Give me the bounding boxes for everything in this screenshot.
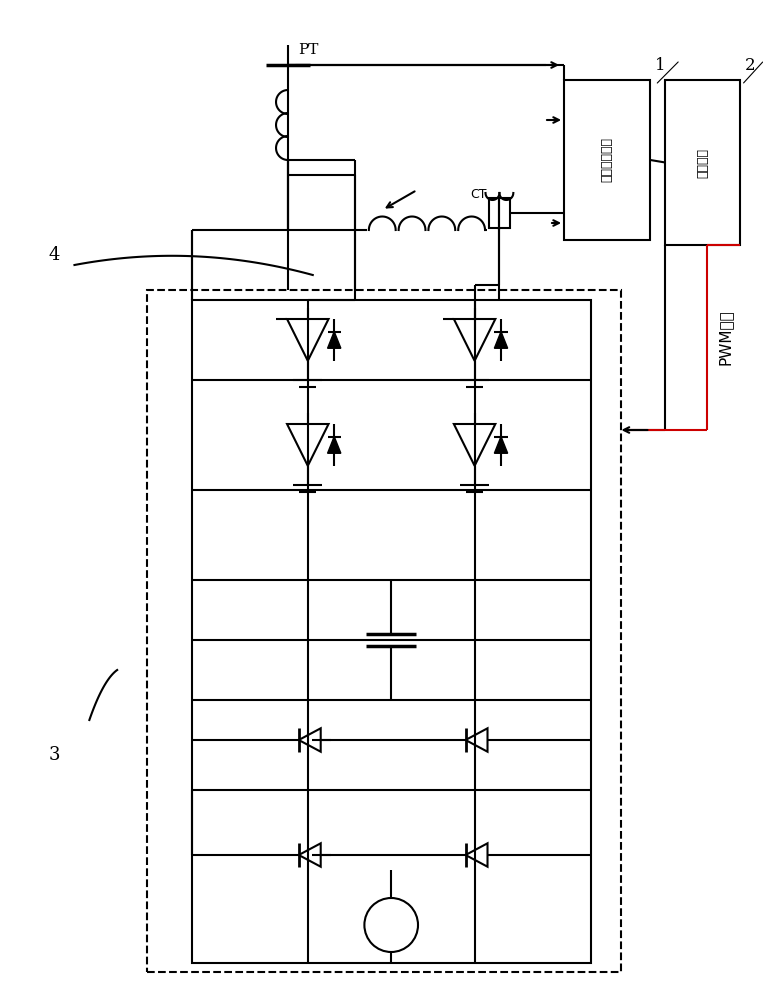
Text: 3: 3 [49,746,60,764]
Text: 1: 1 [655,56,666,74]
Text: PWM控制: PWM控制 [717,310,732,365]
Text: 4: 4 [49,246,60,264]
Text: 信号采集装置: 信号采集装置 [600,137,613,182]
Text: 2: 2 [745,56,755,74]
Polygon shape [327,332,341,348]
Polygon shape [327,437,341,453]
Text: CT: CT [470,188,487,202]
Bar [564,80,650,240]
Polygon shape [494,437,507,453]
Bar [488,198,510,228]
Text: PT: PT [298,43,318,57]
Text: 主控制器: 主控制器 [696,147,709,178]
Bar [192,300,591,963]
Bar [665,80,739,245]
Bar [147,290,620,972]
Polygon shape [494,332,507,348]
